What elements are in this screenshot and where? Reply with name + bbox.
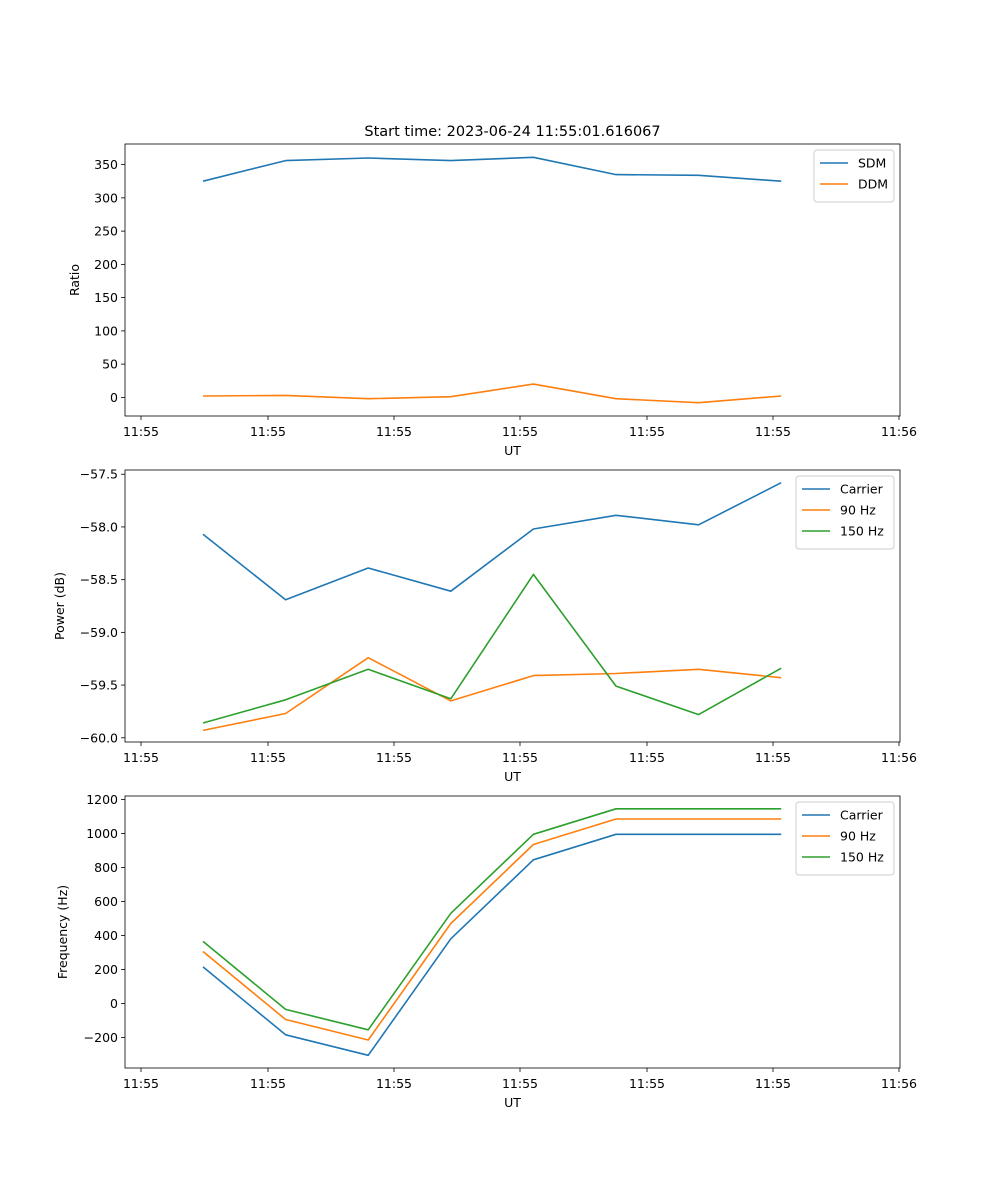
x-tick-label: 11:55 bbox=[629, 1076, 665, 1091]
y-tick-label: 50 bbox=[102, 357, 118, 372]
subplot-frequency: 11:55 11:55 11:55 11:55 11:55 11:55 11:56 UT −20… bbox=[55, 792, 917, 1110]
x-axis-label: UT bbox=[504, 443, 521, 458]
legend-label: 90 Hz bbox=[840, 503, 876, 518]
series-line-sdm bbox=[202, 156, 782, 182]
x-tick-label: 11:55 bbox=[250, 1076, 286, 1091]
series-line-carrier bbox=[202, 481, 782, 601]
x-tick-label: 11:55 bbox=[629, 424, 665, 439]
legend-label: SDM bbox=[858, 156, 886, 171]
figure-title: Start time: 2023-06-24 11:55:01.616067 bbox=[364, 124, 660, 140]
series-line-90-hz bbox=[202, 818, 782, 1041]
legend-label: DDM bbox=[858, 177, 888, 192]
x-axis-label: UT bbox=[504, 1095, 521, 1110]
axes-frame bbox=[124, 795, 901, 1069]
x-tick-label: 11:55 bbox=[376, 750, 412, 765]
legend-label: 150 Hz bbox=[840, 524, 884, 539]
x-tick-label: 11:56 bbox=[881, 1076, 917, 1091]
series-line-150-hz bbox=[202, 807, 782, 1031]
subplot-ratio: 11:55 11:55 11:55 11:55 11:55 11:55 11:56 UT 0 50… bbox=[67, 143, 917, 458]
y-tick-label: 800 bbox=[94, 860, 118, 875]
legend-label: Carrier bbox=[840, 482, 884, 497]
y-tick-label: −200 bbox=[84, 1030, 118, 1045]
x-tick-label: 11:55 bbox=[123, 424, 159, 439]
x-tick-label: 11:55 bbox=[376, 424, 412, 439]
y-tick-label: 350 bbox=[94, 157, 118, 172]
series-line-150-hz bbox=[202, 573, 782, 724]
y-tick-label: −58.5 bbox=[80, 572, 118, 587]
axes-frame bbox=[124, 469, 901, 743]
y-tick-label: −57.5 bbox=[80, 467, 118, 482]
x-tick-label: 11:55 bbox=[755, 1076, 791, 1091]
legend-label: Carrier bbox=[840, 808, 884, 823]
axes-frame bbox=[124, 143, 901, 417]
y-tick-label: −59.0 bbox=[80, 625, 118, 640]
x-tick-label: 11:55 bbox=[502, 750, 538, 765]
x-tick-label: 11:55 bbox=[755, 424, 791, 439]
x-tick-label: 11:55 bbox=[123, 750, 159, 765]
y-tick-label: 200 bbox=[94, 962, 118, 977]
y-tick-label: −60.0 bbox=[80, 730, 118, 745]
x-tick-label: 11:55 bbox=[250, 750, 286, 765]
series-line-90-hz bbox=[202, 656, 782, 732]
y-axis-label: Power (dB) bbox=[52, 572, 67, 640]
y-tick-label: 1000 bbox=[86, 826, 118, 841]
x-axis-label: UT bbox=[504, 769, 521, 784]
x-tick-label: 11:55 bbox=[250, 424, 286, 439]
x-tick-label: 11:55 bbox=[502, 1076, 538, 1091]
y-tick-label: 150 bbox=[94, 290, 118, 305]
x-tick-label: 11:55 bbox=[376, 1076, 412, 1091]
y-tick-label: −58.0 bbox=[80, 519, 118, 534]
y-tick-label: 100 bbox=[94, 323, 118, 338]
series-line-carrier bbox=[202, 833, 782, 1057]
y-tick-label: 0 bbox=[110, 996, 118, 1011]
x-tick-label: 11:56 bbox=[881, 424, 917, 439]
y-tick-label: 250 bbox=[94, 224, 118, 239]
x-tick-label: 11:56 bbox=[881, 750, 917, 765]
legend-label: 150 Hz bbox=[840, 850, 884, 865]
y-tick-label: 0 bbox=[110, 390, 118, 405]
y-tick-label: 400 bbox=[94, 928, 118, 943]
x-tick-label: 11:55 bbox=[629, 750, 665, 765]
subplot-power: 11:55 11:55 11:55 11:55 11:55 11:55 11:56 UT −60… bbox=[52, 467, 917, 784]
y-tick-label: 200 bbox=[94, 257, 118, 272]
series-line-ddm bbox=[202, 383, 782, 404]
x-tick-label: 11:55 bbox=[123, 1076, 159, 1091]
y-tick-label: 1200 bbox=[86, 792, 118, 807]
x-tick-label: 11:55 bbox=[502, 424, 538, 439]
y-axis-label: Frequency (Hz) bbox=[55, 885, 70, 979]
y-tick-label: 300 bbox=[94, 190, 118, 205]
y-tick-label: −59.5 bbox=[80, 678, 118, 693]
legend-label: 90 Hz bbox=[840, 829, 876, 844]
y-axis-label: Ratio bbox=[67, 264, 82, 296]
x-tick-label: 11:55 bbox=[755, 750, 791, 765]
y-tick-label: 600 bbox=[94, 894, 118, 909]
